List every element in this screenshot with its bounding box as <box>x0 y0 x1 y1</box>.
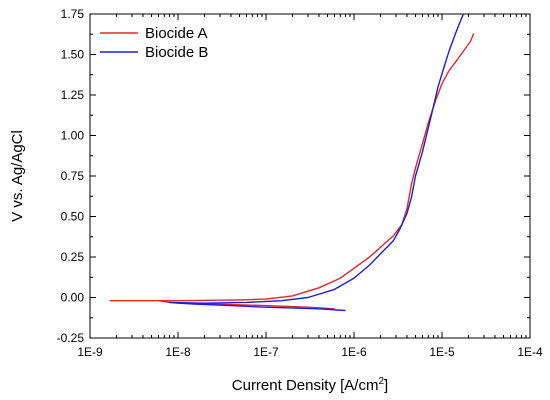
y-tick-label: -0.25 <box>57 331 85 345</box>
x-tick-label: 1E-6 <box>341 345 367 359</box>
y-tick-label: 1.25 <box>61 88 85 102</box>
x-tick-label: 1E-5 <box>429 345 455 359</box>
legend-label-biocide-b: Biocide B <box>145 44 208 61</box>
y-tick-label: 1.75 <box>61 7 85 21</box>
y-tick-label: 0.00 <box>61 291 85 305</box>
series-line-biocide-a <box>109 33 475 310</box>
y-tick-label: 0.25 <box>61 250 85 264</box>
y-tick-label: 1.00 <box>61 129 85 143</box>
y-tick-label: 1.50 <box>61 48 85 62</box>
tick-labels: 1E-9 1E-8 1E-7 1E-6 1E-5 1E-4 -0.25 0.00 0.25 0.5… <box>57 7 543 359</box>
legend: Biocide A Biocide B <box>100 25 208 61</box>
x-axis-title: Current Density [A/cm2] <box>232 376 388 394</box>
y-axis-title: V vs. Ag/AgCl <box>9 130 26 222</box>
x-tick-label: 1E-7 <box>253 345 279 359</box>
plot-frame <box>89 13 531 339</box>
x-tick-label: 1E-4 <box>517 345 543 359</box>
x-axis-title-main: Current Density [A/cm <box>232 377 379 394</box>
x-tick-label: 1E-9 <box>77 345 103 359</box>
series-line-biocide-b <box>168 13 465 312</box>
y-tick-label: 0.75 <box>61 169 85 183</box>
legend-label-biocide-a: Biocide A <box>145 25 208 42</box>
x-tick-label: 1E-8 <box>165 345 191 359</box>
x-axis-title-end: ] <box>384 377 388 394</box>
y-tick-label: 0.50 <box>61 210 85 224</box>
series-lines <box>109 13 475 312</box>
x-axis-title-sup: 2 <box>378 376 384 387</box>
axis-ticks <box>89 13 531 339</box>
